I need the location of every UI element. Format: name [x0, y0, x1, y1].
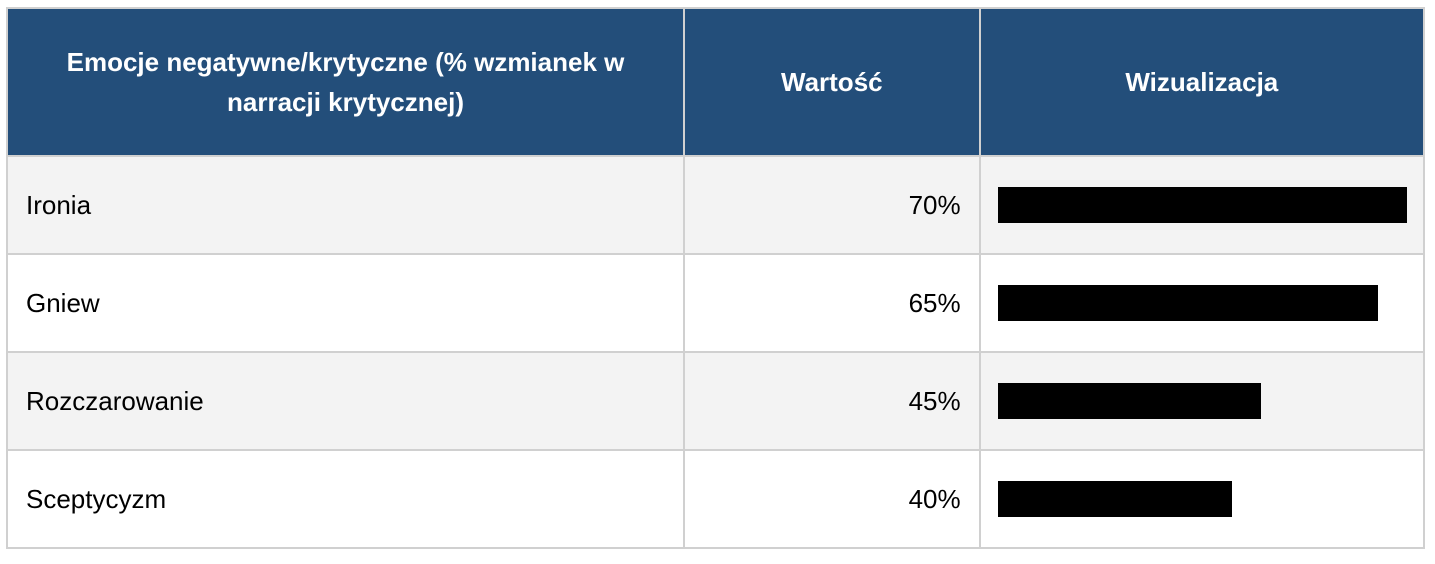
viz-cell — [978, 449, 1426, 549]
header-row: Emocje negatywne/krytyczne (% wzmianek w… — [6, 7, 1426, 157]
row: Ironia 70% — [6, 155, 1426, 255]
table: Emocje negatywne/krytyczne (% wzmianek w… — [6, 7, 1426, 549]
viz-cell — [978, 351, 1426, 451]
bar — [997, 285, 1378, 321]
label-cell: Sceptycyzm — [6, 449, 685, 549]
value-cell: 65% — [683, 253, 981, 353]
row: Rozczarowanie 45% — [6, 351, 1426, 451]
label-cell: Gniew — [6, 253, 685, 353]
row: Sceptycyzm 40% — [6, 449, 1426, 549]
bar — [997, 481, 1232, 517]
viz-cell — [978, 253, 1426, 353]
label-cell: Ironia — [6, 155, 685, 255]
value-cell: 70% — [683, 155, 981, 255]
table-body: Ironia 70% Gniew 65% Rozczarowanie 45% Sceptyc… — [6, 155, 1426, 549]
value-cell: 45% — [683, 351, 981, 451]
bar — [997, 187, 1407, 223]
header-cell: Wartość — [683, 7, 981, 157]
header-cell: Wizualizacja — [978, 7, 1426, 157]
row: Gniew 65% — [6, 253, 1426, 353]
bar — [997, 383, 1261, 419]
value-cell: 40% — [683, 449, 981, 549]
viz-cell — [978, 155, 1426, 255]
header-cell: Emocje negatywne/krytyczne (% wzmianek w… — [6, 7, 685, 157]
label-cell: Rozczarowanie — [6, 351, 685, 451]
